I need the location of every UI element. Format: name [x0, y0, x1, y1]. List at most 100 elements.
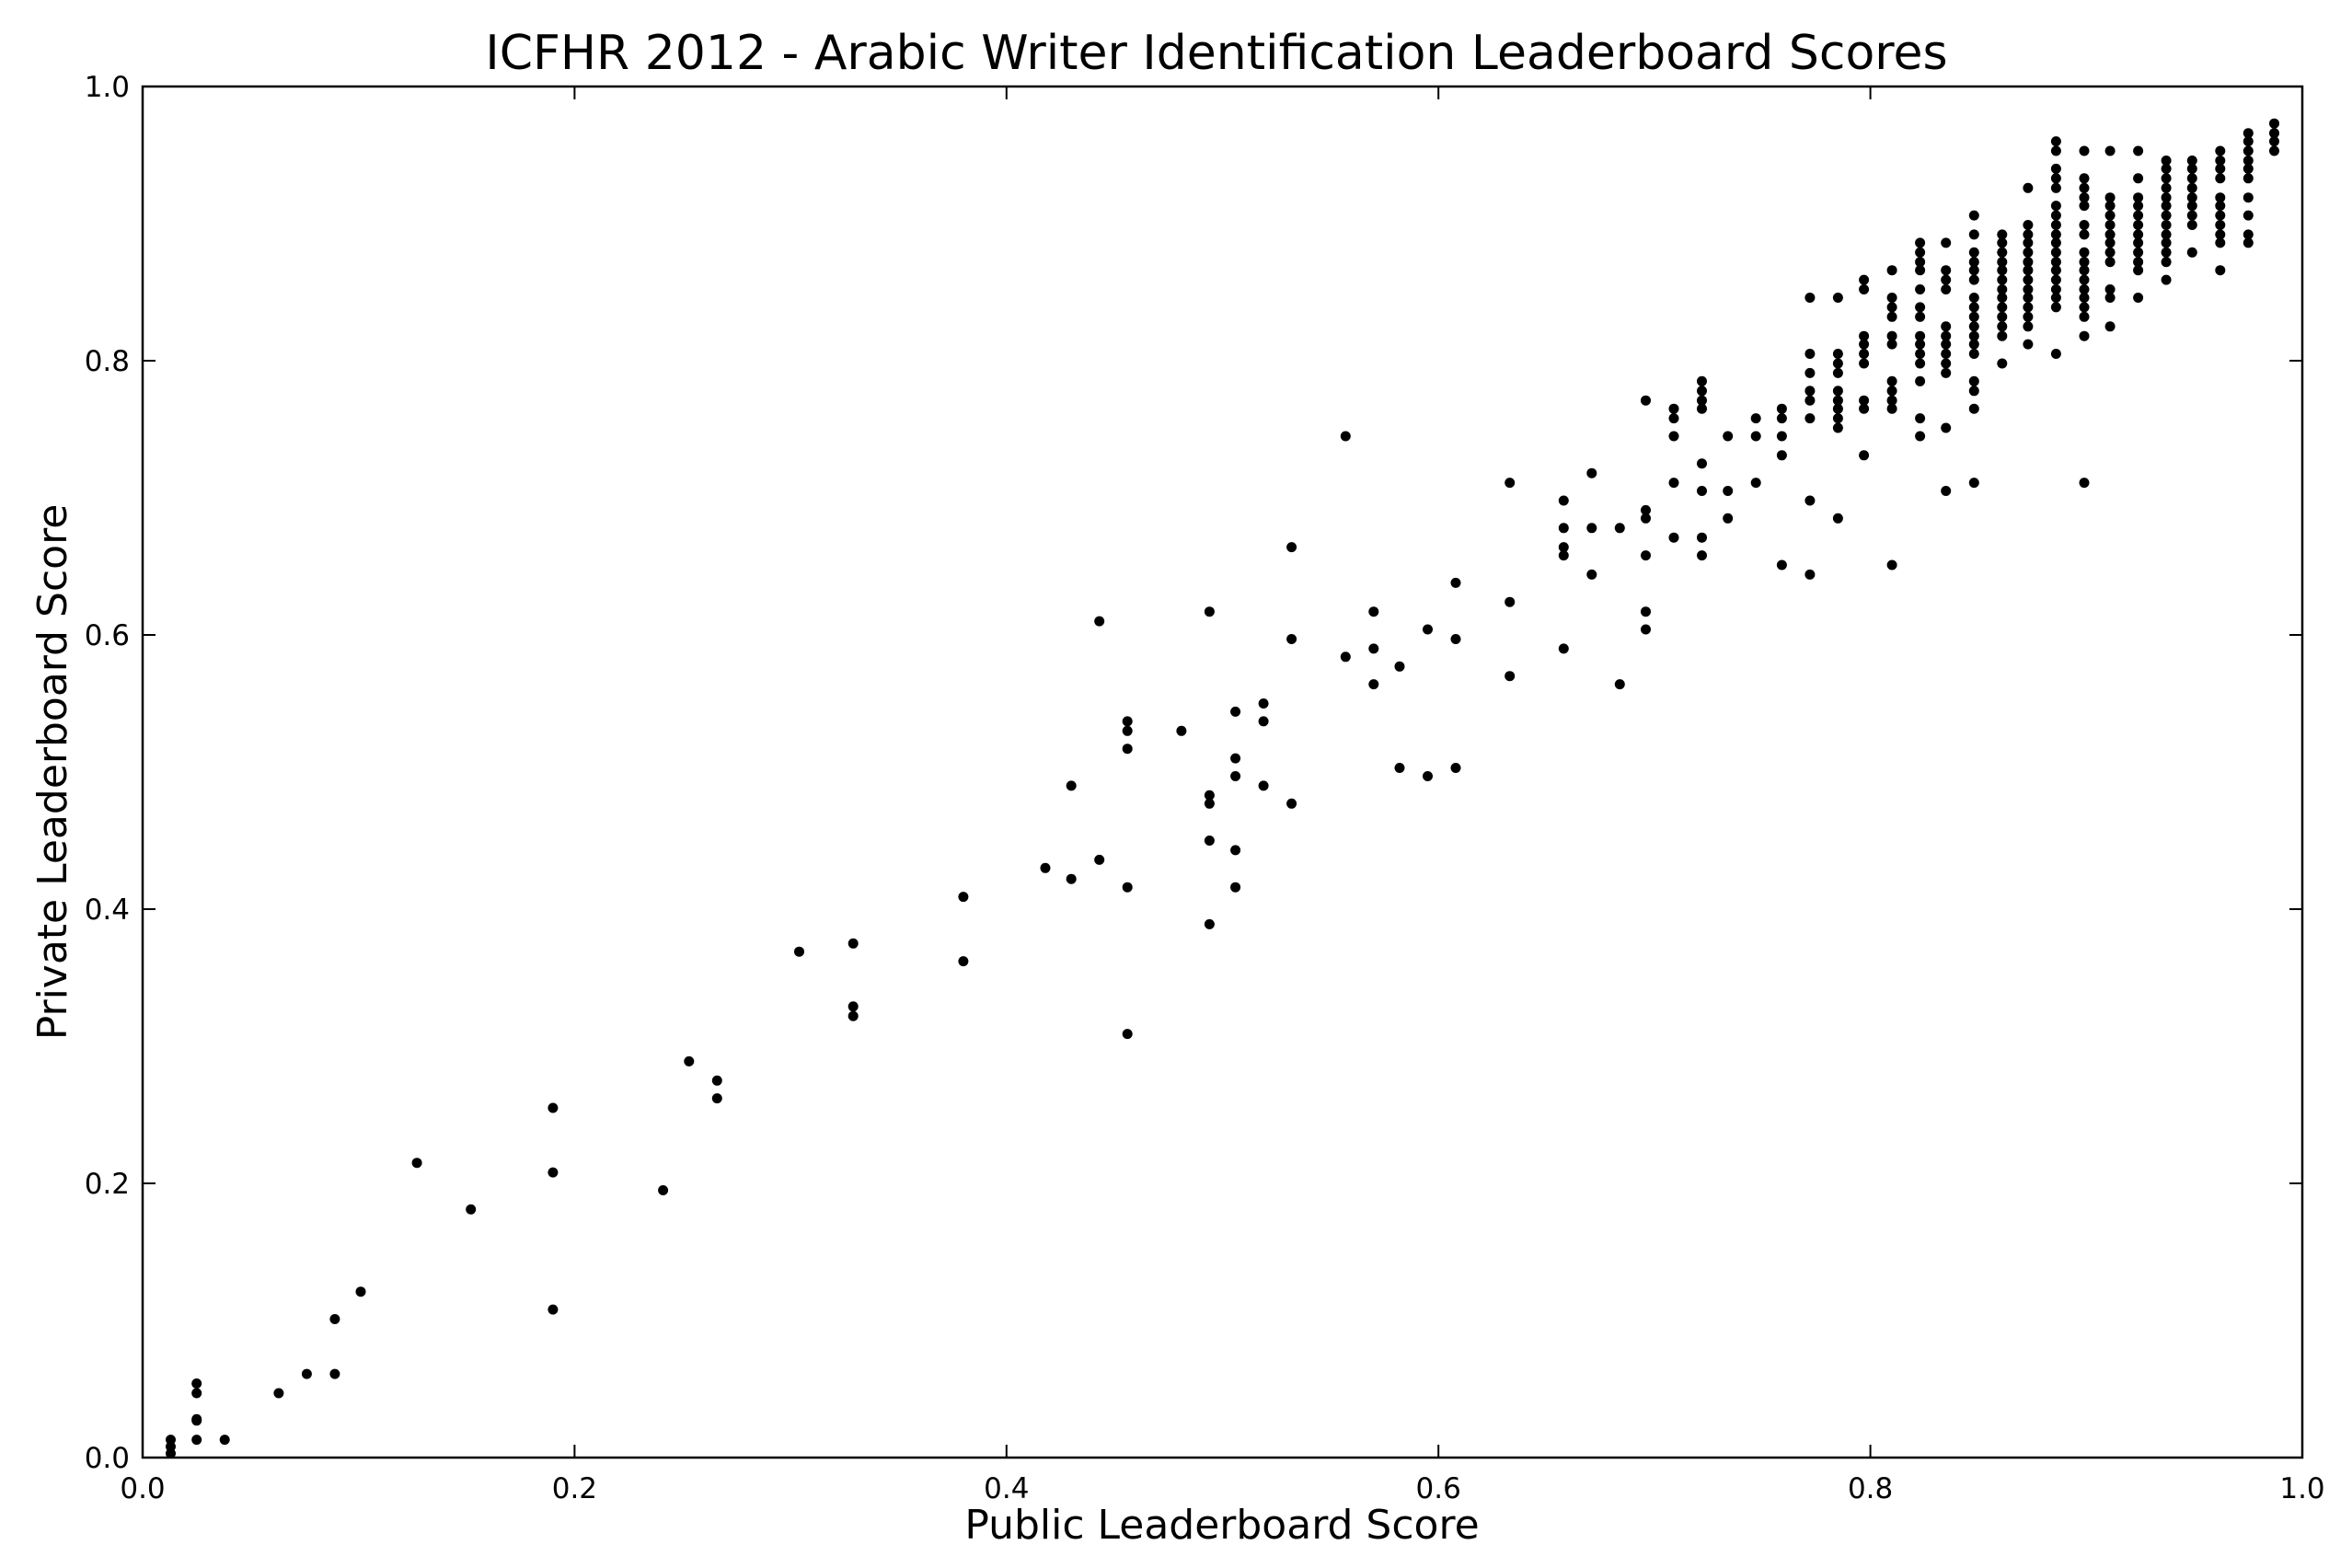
data-point-269: [2133, 247, 2144, 258]
data-point-91: [1668, 403, 1679, 414]
data-point-150: [1915, 413, 1926, 424]
data-point-166: [1941, 358, 1952, 369]
data-point-135: [1859, 330, 1870, 341]
data-point-55: [1286, 542, 1297, 553]
data-point-53: [1286, 798, 1297, 809]
data-point-25: [847, 1001, 859, 1012]
data-point-95: [1697, 458, 1707, 469]
data-point-123: [1832, 395, 1843, 406]
data-point-267: [2133, 265, 2144, 276]
data-point-198: [1997, 284, 2008, 294]
data-point-169: [1941, 330, 1952, 341]
data-point-294: [2186, 201, 2197, 212]
data-point-85: [1641, 504, 1651, 515]
data-point-115: [1804, 386, 1816, 397]
data-point-102: [1723, 431, 1734, 442]
data-point-211: [2023, 274, 2034, 285]
data-point-26: [847, 938, 859, 949]
data-point-145: [1886, 311, 1897, 322]
data-point-242: [2079, 284, 2090, 294]
data-point-120: [1832, 422, 1843, 433]
y-tick-label: 0.2: [85, 1168, 130, 1201]
data-point-178: [1968, 375, 1979, 386]
data-point-40: [1204, 918, 1215, 929]
data-point-228: [2050, 229, 2061, 240]
data-point-129: [1859, 450, 1870, 461]
data-point-20: [684, 1055, 695, 1066]
data-point-153: [1915, 349, 1926, 359]
data-point-90: [1668, 413, 1679, 424]
y-tick-label: 0.6: [85, 619, 130, 652]
data-point-216: [2023, 229, 2034, 240]
data-point-173: [1941, 265, 1952, 276]
data-point-64: [1423, 624, 1433, 635]
data-point-277: [2133, 145, 2144, 156]
data-point-12: [329, 1314, 340, 1324]
data-point-284: [2161, 210, 2172, 221]
data-point-232: [2050, 182, 2061, 193]
data-point-296: [2186, 182, 2197, 193]
data-point-233: [2050, 173, 2061, 184]
data-point-152: [1915, 358, 1926, 369]
data-point-171: [1941, 284, 1952, 294]
data-point-189: [1968, 247, 1979, 258]
data-point-218: [2023, 182, 2034, 193]
data-point-299: [2186, 156, 2197, 166]
data-point-61: [1394, 763, 1405, 773]
data-point-194: [1997, 321, 2008, 332]
data-point-187: [1968, 265, 1979, 276]
data-point-180: [1968, 339, 1979, 350]
data-point-72: [1558, 550, 1569, 561]
data-point-33: [1094, 616, 1105, 627]
data-point-268: [2133, 257, 2144, 268]
data-point-80: [1614, 523, 1625, 534]
data-point-105: [1750, 413, 1761, 424]
data-point-65: [1450, 763, 1461, 773]
data-point-172: [1941, 274, 1952, 285]
data-point-119: [1832, 513, 1843, 524]
data-point-122: [1832, 403, 1843, 414]
data-point-197: [1997, 293, 2008, 303]
data-point-18: [548, 1102, 559, 1113]
data-point-45: [1230, 882, 1241, 893]
data-point-219: [2050, 349, 2061, 359]
data-point-247: [2079, 229, 2090, 240]
data-point-170: [1941, 321, 1952, 332]
data-point-227: [2050, 237, 2061, 248]
data-point-96: [1697, 403, 1707, 414]
data-point-39: [1176, 725, 1187, 736]
data-point-221: [2050, 293, 2061, 303]
data-point-130: [1859, 403, 1870, 414]
x-tick-label: 0.4: [984, 1472, 1029, 1505]
data-point-295: [2186, 192, 2197, 203]
data-point-293: [2186, 210, 2197, 221]
data-point-288: [2161, 173, 2172, 184]
data-point-229: [2050, 220, 2061, 230]
data-point-70: [1505, 478, 1516, 489]
data-point-203: [1997, 237, 2008, 248]
data-point-303: [2215, 220, 2226, 230]
data-point-322: [2269, 136, 2279, 147]
data-point-159: [1915, 265, 1926, 276]
data-point-108: [1776, 431, 1787, 442]
data-point-223: [2050, 274, 2061, 285]
data-point-231: [2050, 201, 2061, 212]
data-point-101: [1723, 486, 1734, 496]
data-point-156: [1915, 311, 1926, 322]
data-point-258: [2104, 247, 2116, 258]
data-point-107: [1776, 450, 1787, 461]
data-point-248: [2079, 220, 2090, 230]
data-point-113: [1804, 413, 1816, 424]
data-point-127: [1832, 349, 1843, 359]
data-point-74: [1558, 523, 1569, 534]
data-point-316: [2242, 163, 2254, 174]
data-point-317: [2242, 156, 2254, 166]
data-point-270: [2133, 237, 2144, 248]
data-point-62: [1394, 661, 1405, 672]
data-point-260: [2104, 229, 2116, 240]
data-point-5: [191, 1413, 202, 1424]
data-point-273: [2133, 210, 2144, 221]
data-point-82: [1641, 606, 1651, 617]
data-point-41: [1204, 836, 1215, 846]
